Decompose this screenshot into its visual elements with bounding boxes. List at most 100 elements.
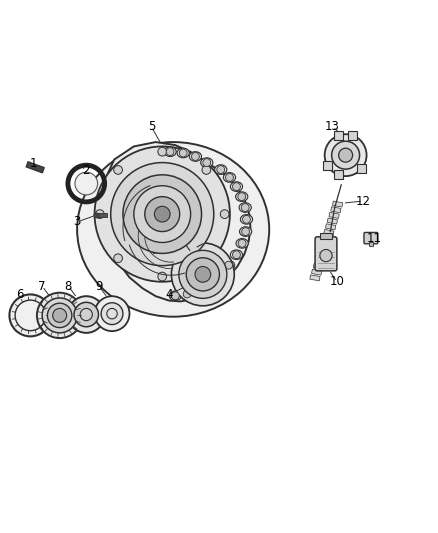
Circle shape (241, 204, 249, 212)
Ellipse shape (223, 173, 236, 182)
Circle shape (42, 298, 77, 333)
Circle shape (194, 286, 202, 294)
Circle shape (242, 228, 250, 236)
Circle shape (158, 272, 166, 281)
Bar (332, 201, 343, 207)
Circle shape (186, 258, 219, 291)
Text: 5: 5 (148, 120, 155, 133)
Ellipse shape (189, 152, 201, 161)
Circle shape (325, 134, 367, 176)
Text: 11: 11 (367, 232, 381, 245)
Circle shape (195, 266, 211, 282)
Text: 6: 6 (17, 288, 24, 301)
Bar (317, 252, 327, 258)
Circle shape (95, 296, 130, 331)
Ellipse shape (240, 215, 253, 224)
Circle shape (74, 302, 99, 327)
Ellipse shape (201, 158, 213, 167)
Bar (329, 213, 339, 219)
Bar (348, 131, 357, 140)
Bar (310, 275, 320, 281)
Bar (324, 229, 334, 236)
Ellipse shape (223, 261, 235, 270)
Circle shape (145, 197, 180, 231)
Circle shape (114, 254, 123, 263)
Circle shape (220, 210, 229, 219)
Ellipse shape (164, 147, 176, 157)
Circle shape (332, 141, 360, 169)
Circle shape (202, 166, 211, 174)
Ellipse shape (192, 285, 205, 294)
Circle shape (238, 239, 246, 247)
Bar (334, 131, 343, 140)
Circle shape (226, 174, 233, 181)
Circle shape (320, 249, 332, 262)
Circle shape (233, 183, 240, 190)
Circle shape (179, 149, 187, 157)
Bar (322, 235, 332, 241)
Circle shape (158, 147, 166, 156)
Bar (320, 233, 332, 239)
Circle shape (47, 303, 72, 328)
Circle shape (114, 166, 123, 174)
Ellipse shape (77, 142, 269, 317)
Circle shape (37, 293, 82, 338)
Bar (313, 263, 324, 270)
Circle shape (243, 215, 251, 223)
Circle shape (95, 147, 230, 282)
Circle shape (238, 193, 246, 200)
Polygon shape (103, 142, 251, 302)
Circle shape (217, 166, 225, 174)
Circle shape (53, 309, 67, 322)
Text: 9: 9 (95, 280, 102, 293)
Circle shape (339, 148, 353, 162)
FancyBboxPatch shape (364, 232, 378, 244)
Circle shape (111, 163, 214, 265)
Bar (26, 161, 44, 173)
Circle shape (191, 152, 199, 160)
Bar (334, 171, 343, 179)
Ellipse shape (181, 289, 193, 299)
Circle shape (101, 303, 123, 325)
Text: 2: 2 (82, 164, 90, 177)
Circle shape (202, 254, 211, 263)
Circle shape (94, 213, 99, 218)
Text: 4: 4 (165, 288, 173, 301)
Circle shape (134, 185, 191, 243)
Bar (96, 213, 107, 217)
Ellipse shape (239, 203, 251, 212)
Text: 3: 3 (74, 215, 81, 229)
Circle shape (183, 290, 191, 298)
Circle shape (205, 279, 213, 287)
Circle shape (154, 206, 170, 222)
Ellipse shape (203, 278, 215, 288)
Ellipse shape (240, 227, 252, 236)
Text: 1: 1 (30, 157, 37, 169)
Bar (320, 241, 331, 247)
Circle shape (203, 159, 211, 166)
Bar (369, 241, 373, 246)
Circle shape (68, 296, 105, 333)
Bar (311, 269, 322, 275)
Text: 13: 13 (325, 120, 340, 133)
Bar (318, 246, 329, 253)
FancyBboxPatch shape (315, 237, 337, 271)
Text: 10: 10 (329, 275, 344, 288)
Ellipse shape (230, 182, 243, 191)
Circle shape (225, 261, 233, 269)
Circle shape (233, 251, 240, 259)
Circle shape (166, 148, 174, 156)
Ellipse shape (236, 192, 248, 201)
Text: 8: 8 (65, 280, 72, 293)
Circle shape (75, 172, 98, 195)
Ellipse shape (177, 148, 189, 158)
Bar (323, 161, 332, 170)
Circle shape (10, 294, 51, 336)
Circle shape (171, 243, 234, 306)
Circle shape (171, 292, 179, 300)
Bar (327, 218, 338, 224)
Ellipse shape (236, 239, 248, 248)
Ellipse shape (215, 165, 227, 174)
Text: 12: 12 (356, 195, 371, 207)
Ellipse shape (213, 270, 226, 280)
